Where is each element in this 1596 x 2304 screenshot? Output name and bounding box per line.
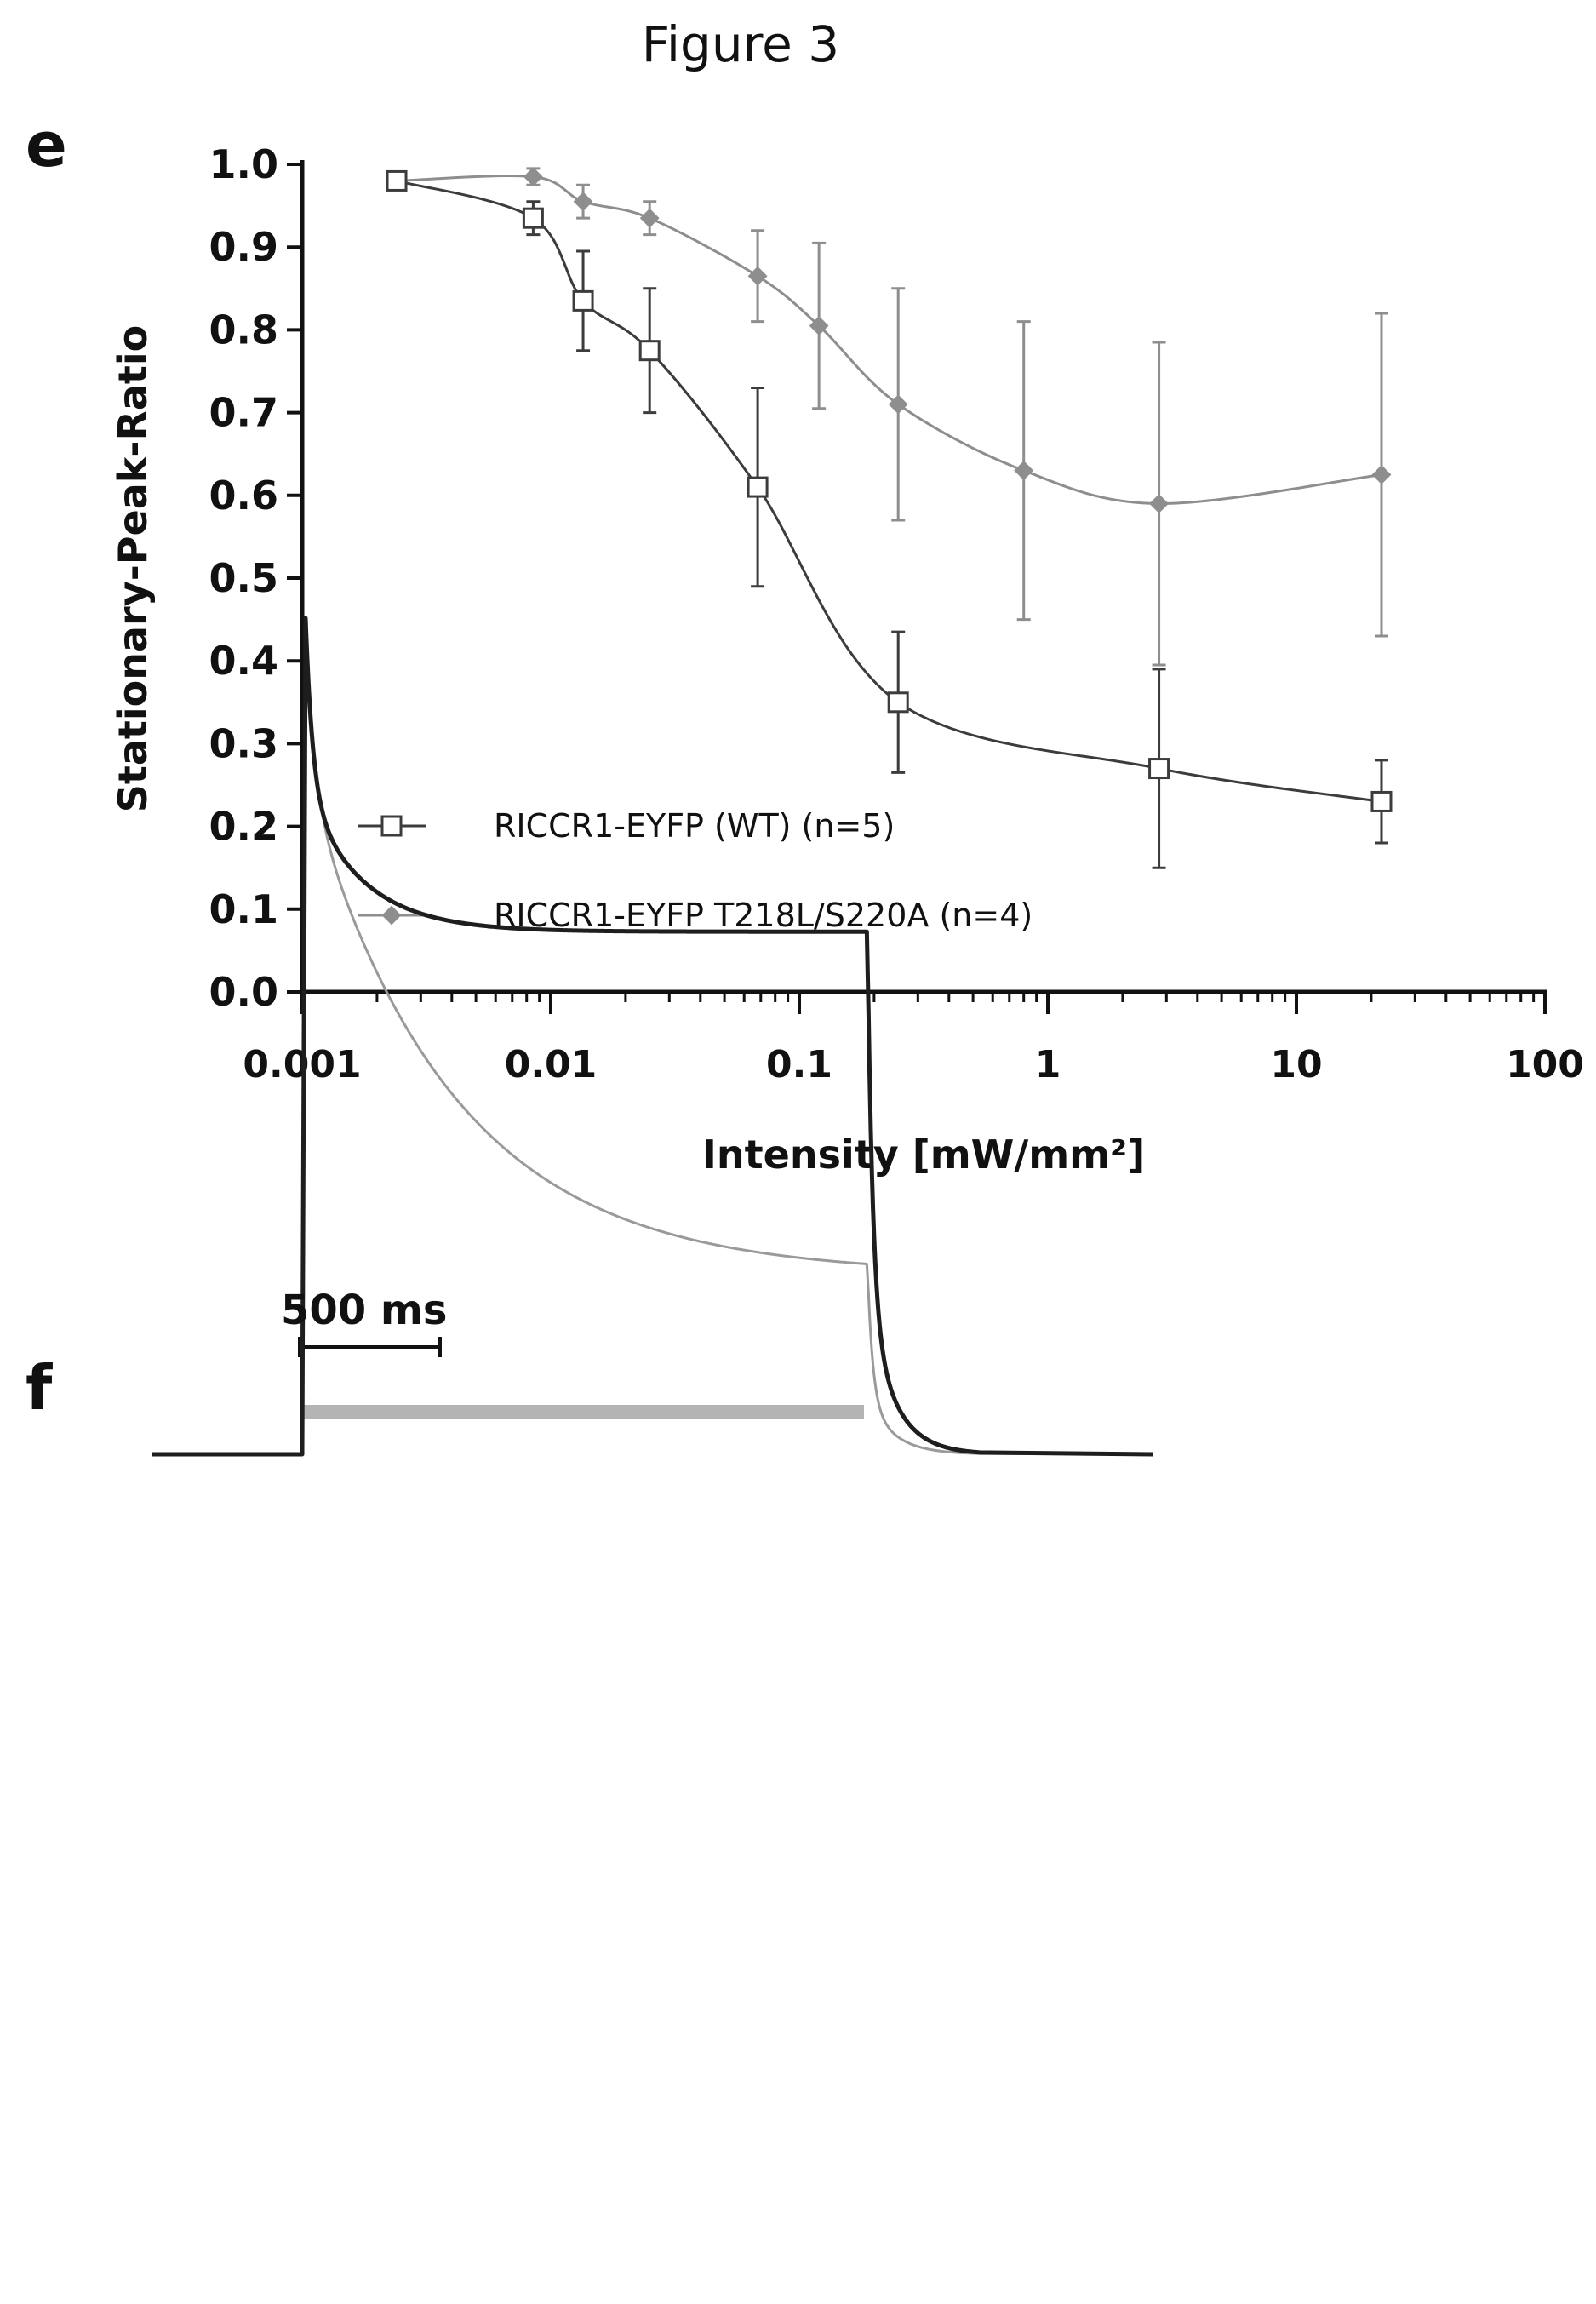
data-point-diamond bbox=[523, 167, 543, 186]
scale-bar-label: 500 ms bbox=[281, 1287, 448, 1334]
series-line bbox=[396, 174, 1382, 506]
chart-e-xlabel: Intensity [mW/mm²] bbox=[702, 1132, 1145, 1178]
data-point-square bbox=[380, 815, 403, 837]
data-point-square bbox=[572, 289, 594, 312]
x-tick-label: 0.1 bbox=[766, 1043, 832, 1086]
x-tick-label: 10 bbox=[1270, 1043, 1322, 1086]
x-tick-label: 1 bbox=[1035, 1043, 1061, 1086]
data-point-diamond bbox=[639, 208, 660, 228]
series-mutant bbox=[386, 167, 1392, 667]
x-tick-label: 100 bbox=[1506, 1043, 1584, 1086]
series-wt bbox=[386, 169, 1393, 869]
current-trace bbox=[152, 616, 1154, 1457]
chart-e-legend: RICCR1-EYFP (WT) (n=5) RICCR1-EYFP T218L/… bbox=[358, 807, 1033, 934]
data-point-diamond bbox=[381, 905, 402, 926]
data-point-square bbox=[887, 691, 909, 714]
light-pulse-bar bbox=[302, 1405, 864, 1419]
y-tick-label: 0.4 bbox=[209, 638, 279, 684]
y-tick-label: 0.6 bbox=[209, 473, 279, 519]
data-point-square bbox=[1370, 790, 1393, 812]
data-point-diamond bbox=[747, 266, 768, 286]
panel-label-e: e bbox=[26, 109, 67, 181]
figure-title: Figure 3 bbox=[642, 15, 839, 73]
data-point-square bbox=[1148, 758, 1170, 780]
y-tick-label: 0.8 bbox=[209, 307, 279, 352]
data-point-square bbox=[386, 169, 408, 192]
legend-label: RICCR1-EYFP T218L/S220A (n=4) bbox=[494, 897, 1033, 934]
y-tick-label: 0.2 bbox=[209, 804, 279, 850]
x-tick-label: 0.01 bbox=[505, 1043, 598, 1086]
y-tick-label: 0.9 bbox=[209, 224, 279, 270]
y-tick-label: 0.0 bbox=[209, 969, 279, 1015]
chart-e: 0.00.10.20.30.40.50.60.70.80.91.00.001 0.… bbox=[209, 141, 1584, 1086]
y-tick-label: 0.3 bbox=[209, 720, 279, 766]
data-point-diamond bbox=[1149, 494, 1169, 513]
data-point-square bbox=[747, 476, 769, 498]
data-point-diamond bbox=[573, 192, 593, 212]
y-tick-label: 0.7 bbox=[209, 390, 279, 436]
data-point-square bbox=[522, 207, 544, 229]
panel-label-f: f bbox=[26, 1352, 53, 1424]
data-point-diamond bbox=[809, 316, 829, 335]
data-point-diamond bbox=[1014, 461, 1034, 481]
y-tick-label: 1.0 bbox=[209, 141, 279, 187]
chart-f bbox=[152, 616, 1154, 1457]
chart-e-ylabel: Stationary-Peak-Ratio bbox=[110, 325, 156, 813]
y-tick-label: 0.1 bbox=[209, 886, 279, 932]
legend-label: RICCR1-EYFP (WT) (n=5) bbox=[494, 807, 895, 845]
data-point-diamond bbox=[1371, 465, 1392, 484]
data-point-diamond bbox=[888, 394, 908, 415]
data-point-square bbox=[638, 340, 661, 362]
current-trace bbox=[152, 616, 1154, 1456]
y-tick-label: 0.5 bbox=[209, 555, 279, 601]
